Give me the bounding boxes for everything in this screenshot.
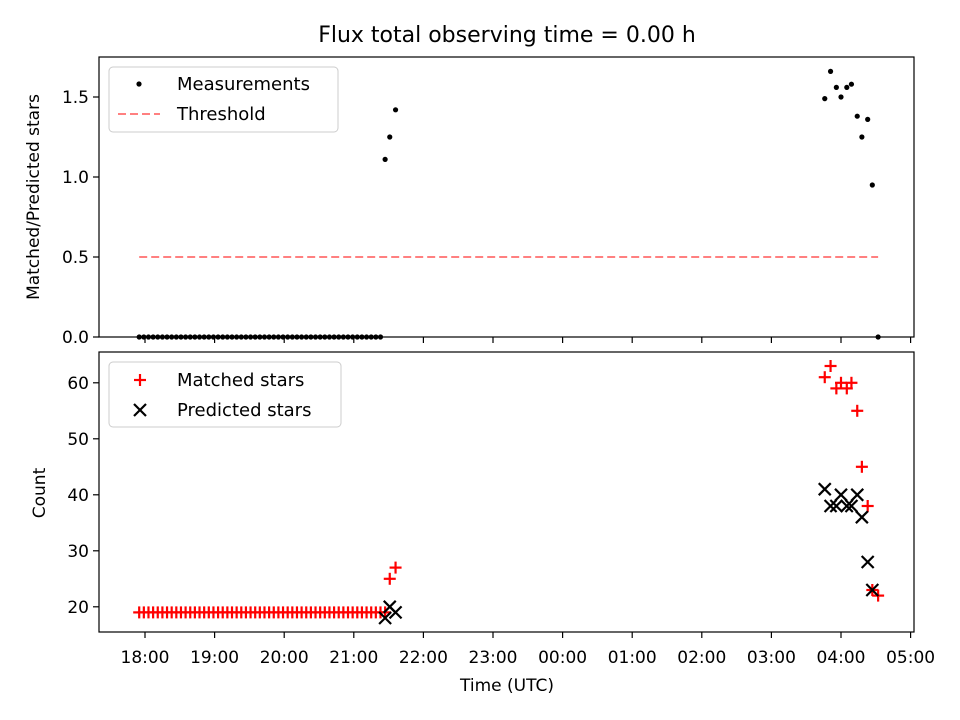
- bottom-marks: [133, 360, 885, 625]
- legend-threshold-label: Threshold: [176, 104, 266, 125]
- predicted-star-point: [388, 605, 403, 620]
- predicted-star-point: [850, 488, 865, 502]
- bottom-panel: 20 30 40 50 60 18:00 19:00 20:00 21:00 22:00 23:0…: [30, 351, 935, 696]
- bottom-y-tick-label: 30: [67, 542, 89, 562]
- bottom-y-tick-label: 50: [67, 430, 89, 450]
- top-legend: Measurements Threshold: [108, 66, 339, 133]
- bottom-x-ticks: 18:00 19:00 20:00 21:00 22:00 23:00 00:00 01:00…: [121, 632, 935, 668]
- predicted-star-point: [855, 510, 869, 524]
- measurement-point: [844, 84, 850, 90]
- legend-measurements-marker: [136, 81, 142, 87]
- matched-star-point: [824, 360, 837, 372]
- legend-matched-label: Matched stars: [177, 370, 304, 391]
- x-tick-label: 22:00: [399, 648, 448, 668]
- x-tick-label: 05:00: [886, 648, 935, 668]
- x-tick-label: 20:00: [260, 648, 309, 668]
- measurement-point: [387, 134, 393, 140]
- legend-predicted-marker: [133, 403, 147, 417]
- matched-star-point: [818, 371, 831, 384]
- top-y-tick-label: 0.0: [62, 328, 89, 348]
- bottom-y-tick-label: 60: [67, 374, 89, 394]
- top-y-ticks: 0.0 0.5 1.0 1.5: [62, 88, 99, 348]
- measurement-point: [848, 81, 855, 87]
- x-tick-label: 23:00: [469, 648, 518, 668]
- x-tick-label: 02:00: [677, 648, 726, 668]
- predicted-star-point: [378, 611, 392, 625]
- predicted-star-point: [860, 555, 875, 569]
- predicted-star-point: [829, 499, 844, 513]
- matched-star-point: [851, 404, 864, 417]
- bottom-y-tick-label: 40: [67, 486, 89, 506]
- measurement-point: [854, 113, 860, 119]
- x-tick-label: 01:00: [608, 648, 657, 668]
- predicted-star-point: [834, 488, 848, 502]
- measurement-point: [865, 116, 871, 122]
- x-tick-label: 04:00: [817, 648, 866, 668]
- bottom-y-tick-label: 20: [67, 598, 89, 618]
- matched-star-point: [861, 500, 874, 512]
- bottom-legend: Matched stars Predicted stars: [108, 361, 342, 428]
- top-y-tick-label: 0.5: [62, 248, 89, 268]
- top-y-tick-label: 1.5: [62, 88, 89, 108]
- predicted-star-point: [865, 583, 880, 597]
- legend-matched-marker: [134, 374, 146, 386]
- x-tick-label: 21:00: [329, 648, 378, 668]
- matched-star-point: [389, 561, 402, 574]
- measurement-point: [822, 96, 828, 102]
- chart-title: Flux total observing time = 0.00 h: [318, 23, 696, 48]
- top-y-tick-label: 1.0: [62, 168, 89, 188]
- bottom-plot-frame: [98, 351, 915, 633]
- predicted-star-point: [817, 482, 832, 496]
- top-x-ticks: [144, 337, 912, 343]
- x-tick-label: 19:00: [190, 648, 239, 668]
- predicted-star-point: [823, 499, 838, 513]
- matched-star-point: [383, 572, 396, 585]
- predicted-star-point: [840, 499, 854, 513]
- matched-star-point: [835, 376, 847, 389]
- measurement-point: [833, 84, 839, 90]
- bottom-y-axis-label: Count: [30, 467, 50, 518]
- measurement-point: [859, 134, 865, 140]
- legend-predicted-label: Predicted stars: [177, 400, 311, 421]
- legend-measurements-label: Measurements: [177, 74, 310, 95]
- x-tick-label: 00:00: [538, 648, 587, 668]
- measurement-point: [827, 68, 834, 74]
- matched-star-point: [845, 376, 858, 389]
- bottom-y-ticks: 20 30 40 50 60: [67, 374, 99, 618]
- x-tick-label: 18:00: [121, 648, 170, 668]
- x-tick-label: 03:00: [747, 648, 796, 668]
- bottom-legend-box: [108, 361, 342, 428]
- top-y-axis-label: Matched/Predicted stars: [24, 94, 44, 300]
- top-legend-box: [108, 66, 339, 133]
- measurement-point: [869, 182, 875, 188]
- matched-star-point: [855, 460, 868, 473]
- top-plot-frame: [98, 56, 915, 338]
- measurement-point: [392, 107, 399, 113]
- measurement-point: [382, 156, 388, 162]
- top-panel: 0.0 0.5 1.0 1.5 Matched/Predicted stars Mea…: [24, 56, 915, 348]
- predicted-star-point: [844, 499, 859, 513]
- x-axis-label: Time (UTC): [459, 676, 554, 696]
- measurement-point: [838, 94, 844, 100]
